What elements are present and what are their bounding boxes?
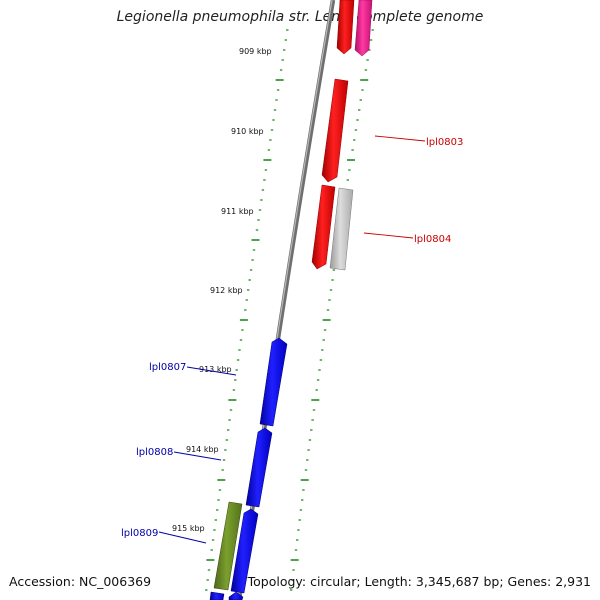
gene-arrow-lpl0809[interactable] — [213, 501, 243, 591]
map-title: Legionella pneumophila str. Lens, comple… — [116, 9, 484, 25]
accession-text: Accession: NC_006369 — [9, 574, 152, 589]
left-tick-track — [205, 29, 289, 591]
gene-label-lpl0808[interactable]: lpl0808 — [136, 447, 173, 458]
gene-label-lpl0804[interactable]: lpl0804 — [414, 234, 451, 245]
forward-strand-genes — [311, 0, 373, 271]
gene-label-leaders — [158, 135, 426, 544]
gene-label-lpl0803[interactable]: lpl0803 — [426, 137, 463, 148]
gene-arrow-lpl0803[interactable] — [321, 78, 349, 183]
gene-arrow-blue-3[interactable] — [230, 508, 259, 594]
kbp-label: 914 kbp — [186, 445, 219, 454]
reverse-strand-genes — [209, 337, 288, 600]
genome-summary-text: Topology: circular; Length: 3,345,687 bp… — [247, 574, 591, 589]
gene-arrow-red-2[interactable] — [311, 184, 336, 270]
kbp-label: 915 kbp — [172, 524, 205, 533]
kbp-label: 911 kbp — [221, 207, 254, 216]
gene-arrow-red[interactable] — [336, 0, 355, 55]
kbp-label: 909 kbp — [239, 47, 272, 56]
gene-arrow-magenta[interactable] — [354, 0, 373, 57]
kbp-label: 912 kbp — [210, 286, 243, 295]
gene-label-lpl0807[interactable]: lpl0807 — [149, 362, 186, 373]
gene-arrow-lpl0804[interactable] — [329, 187, 354, 271]
gene-arrow-blue-4[interactable] — [209, 591, 225, 600]
gene-arrow-lpl0808[interactable] — [245, 427, 273, 508]
kbp-label: 910 kbp — [231, 127, 264, 136]
kbp-label: 913 kbp — [199, 365, 232, 374]
gene-label-lpl0809[interactable]: lpl0809 — [121, 528, 158, 539]
scale-labels: 909 kbp 910 kbp 911 kbp 912 kbp 913 kbp … — [172, 47, 272, 533]
gene-arrow-lpl0807[interactable] — [259, 337, 288, 427]
gene-labels: lpl0803 lpl0804 lpl0807 lpl0808 lpl0809 — [121, 137, 463, 539]
